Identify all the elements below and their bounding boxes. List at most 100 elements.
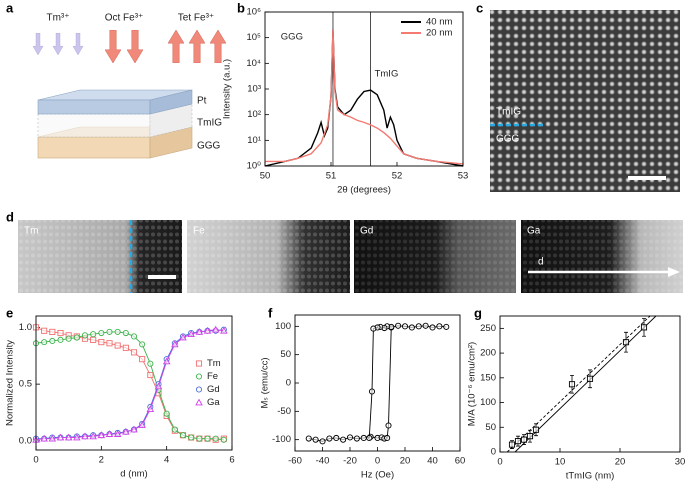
marker bbox=[368, 388, 376, 395]
connector-line bbox=[35, 329, 224, 441]
marker bbox=[312, 436, 319, 443]
legend-label: Tm bbox=[207, 358, 221, 369]
marker bbox=[415, 323, 422, 330]
marker bbox=[97, 431, 106, 439]
y-tick-label: 0.0 bbox=[19, 435, 32, 446]
legend-label: Gd bbox=[207, 384, 220, 395]
marker bbox=[114, 342, 121, 349]
layer-label: GGG bbox=[197, 141, 221, 152]
marker bbox=[64, 433, 73, 441]
y-tick-label: 0 bbox=[491, 447, 496, 458]
connector-line bbox=[35, 331, 224, 441]
marker bbox=[56, 433, 65, 441]
x-tick-label: 0 bbox=[497, 457, 502, 468]
marker bbox=[532, 426, 540, 433]
connector-line bbox=[36, 329, 224, 440]
reference-label: GGG bbox=[281, 32, 303, 43]
marker bbox=[65, 335, 72, 342]
marker bbox=[162, 357, 171, 365]
marker bbox=[113, 430, 122, 437]
plot-frame bbox=[294, 314, 461, 452]
x-tick-label: 30 bbox=[675, 457, 685, 468]
marker bbox=[220, 436, 227, 443]
y-tick-label: 10³ bbox=[247, 84, 261, 95]
marker bbox=[130, 425, 138, 433]
layer-label: TmIG bbox=[197, 118, 222, 129]
marker bbox=[57, 329, 64, 337]
ion-label: Tm³⁺ bbox=[46, 13, 69, 24]
marker bbox=[171, 426, 178, 433]
panel-label: g bbox=[474, 305, 482, 320]
x-tick-label: 53 bbox=[458, 171, 469, 182]
y-tick-label: 50 bbox=[485, 422, 496, 433]
x-tick-label: 10 bbox=[555, 457, 566, 468]
marker bbox=[196, 435, 203, 442]
oct-arrows bbox=[105, 30, 143, 63]
marker bbox=[366, 434, 373, 442]
y-axis-label: Mₛ (emu/cc) bbox=[260, 357, 271, 408]
x-tick-label: -20 bbox=[343, 456, 357, 467]
panel-label: a bbox=[6, 0, 14, 15]
x-tick-label: 6 bbox=[229, 455, 234, 466]
ion-label: Tet Fe³⁺ bbox=[178, 13, 214, 24]
marker bbox=[443, 323, 450, 330]
marker bbox=[220, 326, 228, 334]
marker bbox=[48, 434, 57, 442]
marker bbox=[41, 339, 48, 346]
marker bbox=[41, 327, 48, 334]
marker bbox=[212, 435, 219, 442]
marker bbox=[122, 329, 129, 337]
marker bbox=[139, 341, 146, 348]
y-tick-label: 200 bbox=[480, 348, 496, 359]
marker bbox=[130, 333, 138, 340]
fit-line bbox=[506, 315, 651, 453]
layer-label: Pt bbox=[197, 96, 207, 107]
marker bbox=[353, 435, 360, 442]
x-tick-label: 4 bbox=[164, 455, 169, 466]
x-tick-label: 0 bbox=[33, 455, 38, 466]
map-label: Fe bbox=[193, 226, 205, 237]
marker bbox=[586, 375, 594, 382]
layer-stack bbox=[37, 89, 193, 159]
series-line bbox=[265, 29, 464, 165]
x-tick-label: 52 bbox=[392, 171, 403, 182]
connector-line bbox=[35, 326, 224, 441]
marker bbox=[422, 322, 429, 329]
y-tick-label: 10¹ bbox=[247, 135, 261, 146]
legend-marker bbox=[195, 360, 203, 367]
y-tick-label: 10⁰ bbox=[247, 161, 262, 172]
image-label: TmIG bbox=[496, 107, 521, 118]
marker bbox=[122, 344, 129, 351]
marker bbox=[305, 435, 312, 442]
x-tick-label: 60 bbox=[455, 456, 466, 467]
x-axis-label: Hz (Oe) bbox=[361, 470, 394, 481]
marker bbox=[622, 339, 630, 346]
tet-arrows bbox=[168, 30, 226, 63]
legend-label: 40 nm bbox=[426, 17, 452, 28]
marker bbox=[340, 436, 347, 443]
plot-frame bbox=[264, 11, 464, 167]
marker bbox=[73, 334, 80, 341]
marker bbox=[520, 436, 528, 443]
marker bbox=[640, 324, 648, 331]
legend-marker bbox=[195, 373, 203, 380]
marker bbox=[319, 438, 326, 445]
x-tick-label: 50 bbox=[260, 171, 271, 182]
marker bbox=[385, 422, 392, 429]
marker bbox=[179, 333, 187, 341]
panel-label: c bbox=[476, 0, 483, 15]
x-tick-label: 51 bbox=[326, 171, 337, 182]
marker bbox=[179, 432, 187, 439]
y-tick-label: 100 bbox=[480, 397, 496, 408]
connector-line bbox=[368, 325, 447, 438]
legend-label: 20 nm bbox=[426, 28, 452, 39]
x-tick-label: 0 bbox=[375, 456, 380, 467]
marker bbox=[139, 356, 146, 363]
marker bbox=[568, 381, 576, 388]
marker bbox=[147, 372, 154, 379]
marker bbox=[122, 427, 130, 435]
x-axis-label: tTmIG (nm) bbox=[566, 471, 615, 482]
marker bbox=[40, 434, 48, 442]
y-tick-label: -100 bbox=[272, 434, 291, 445]
